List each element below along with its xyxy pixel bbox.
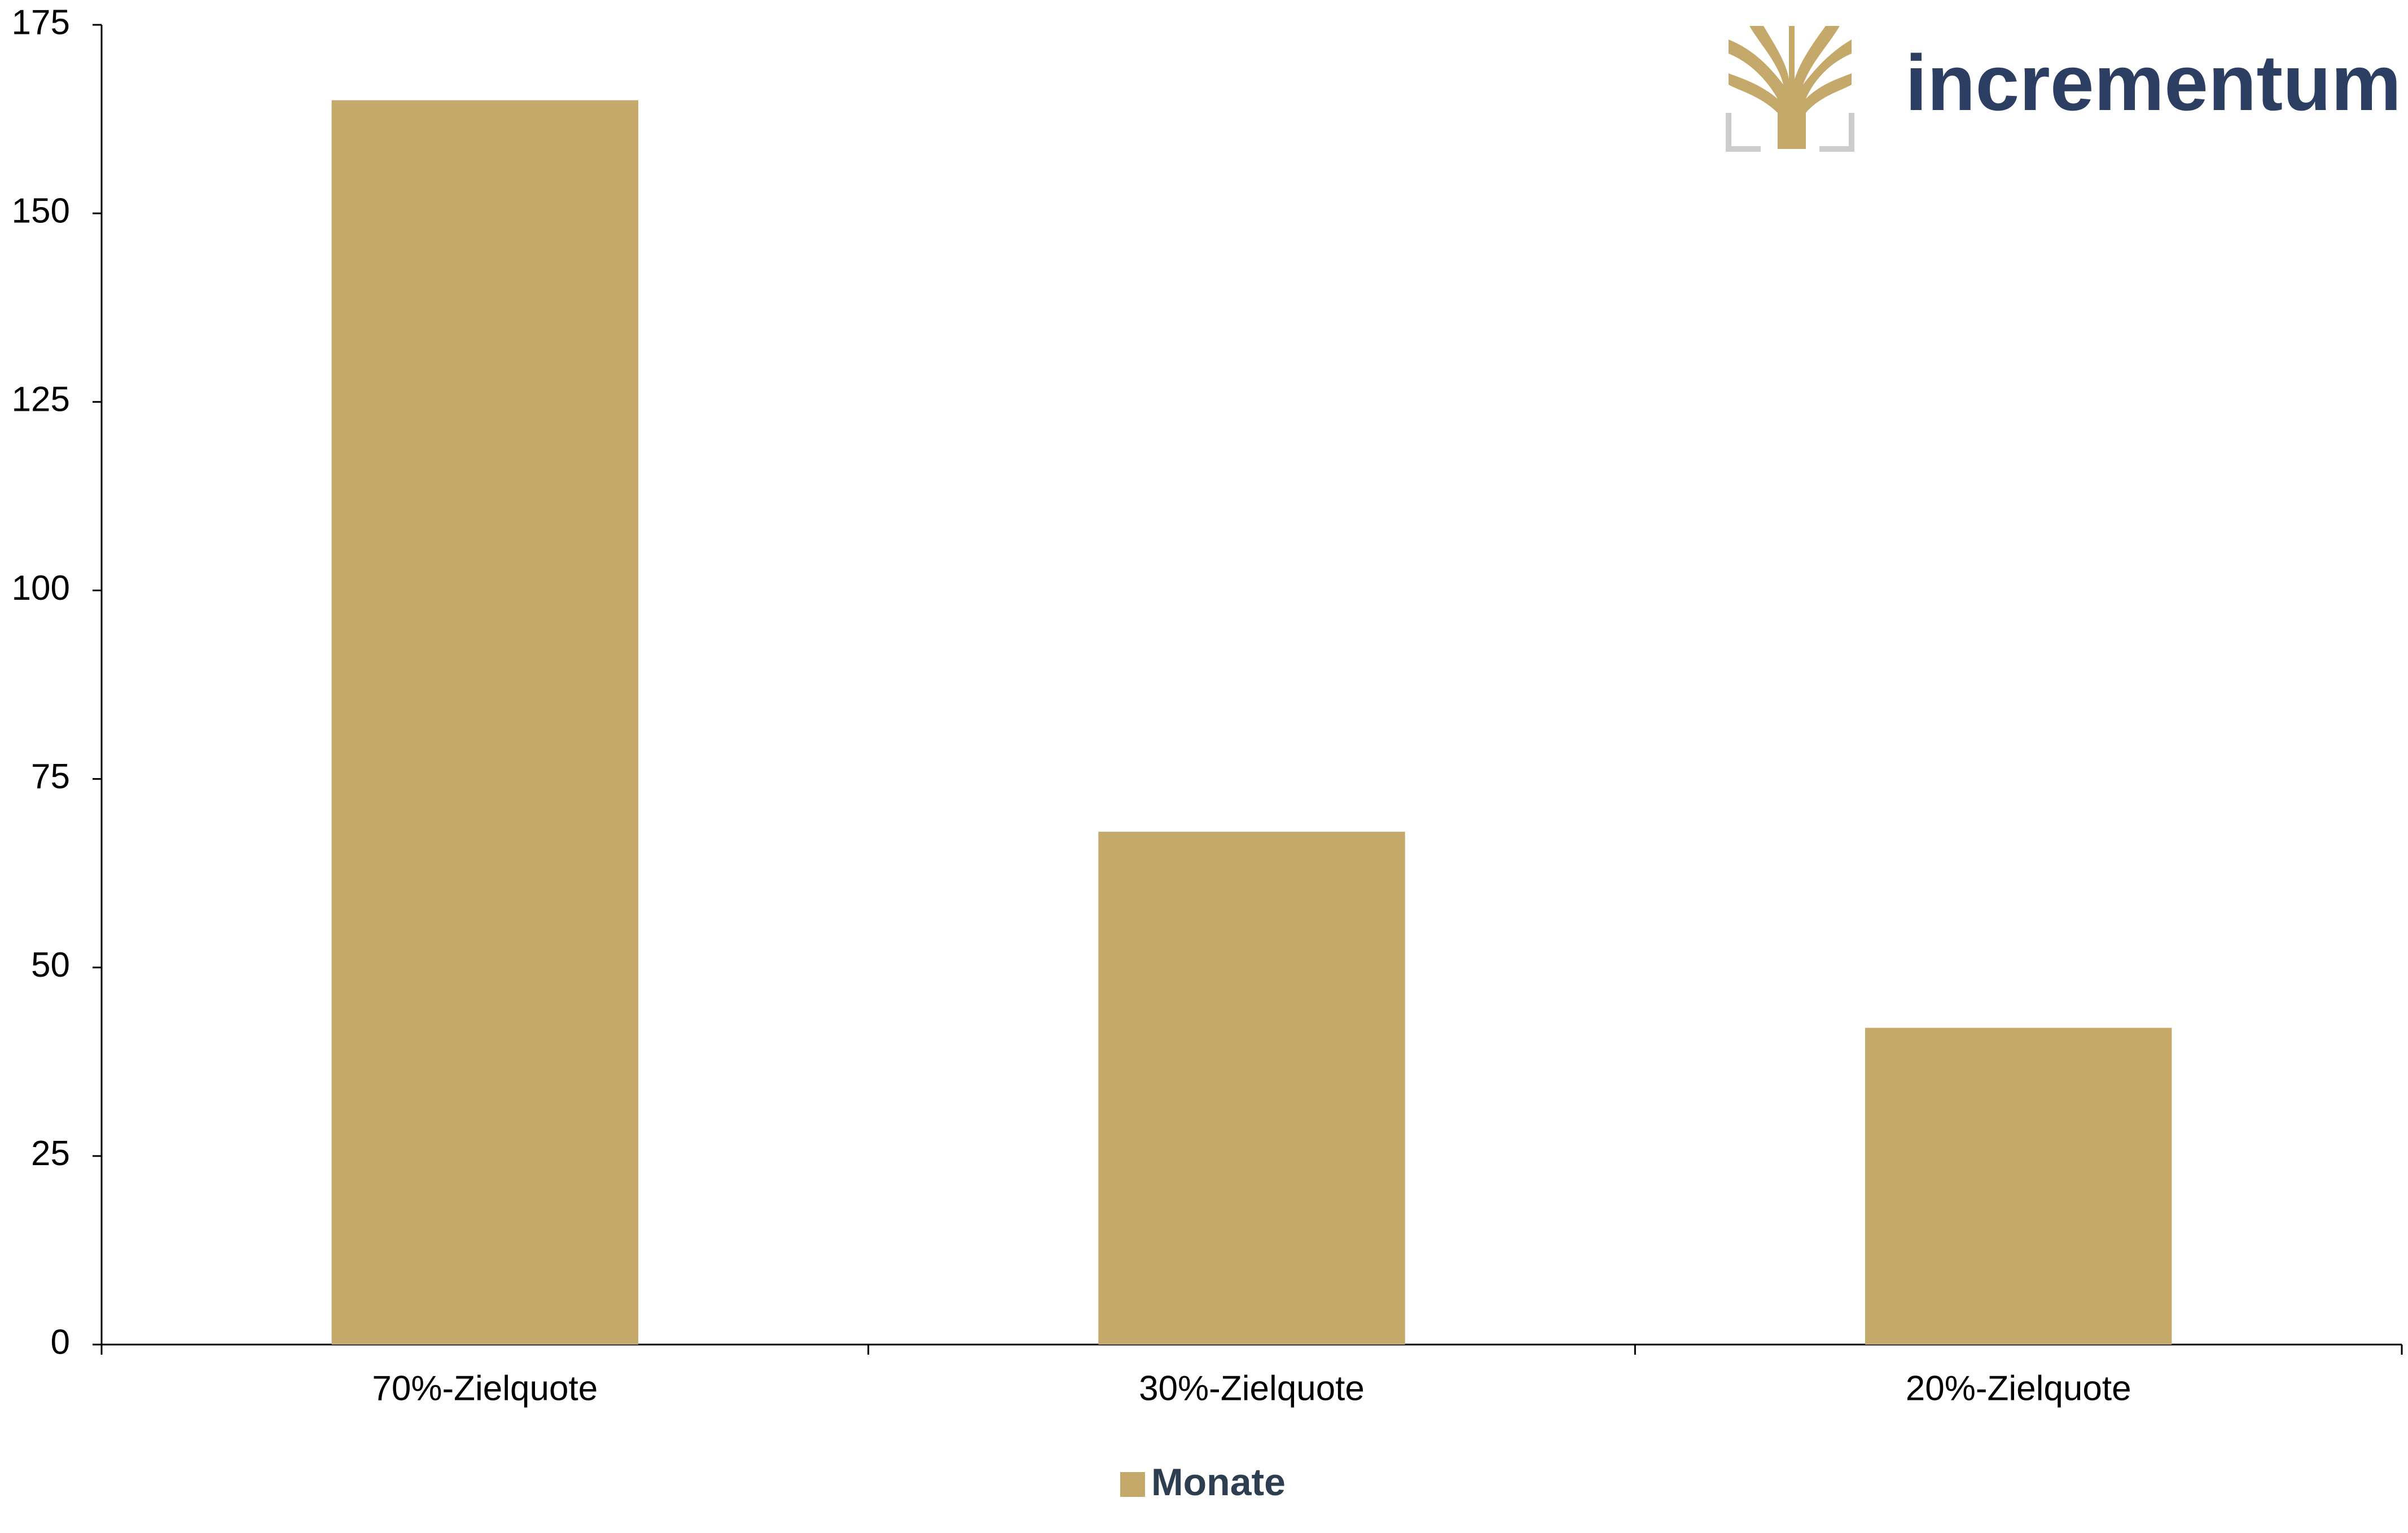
logo-icon xyxy=(1729,26,1852,149)
y-tick-label: 150 xyxy=(12,192,70,231)
x-tick-label: 70%-Zielquote xyxy=(372,1369,598,1408)
y-tick-label: 125 xyxy=(12,380,70,419)
logo-frame xyxy=(1726,113,1854,152)
bar xyxy=(331,100,639,1345)
legend-label: Monate xyxy=(1151,1461,1286,1504)
y-tick-label: 50 xyxy=(31,946,70,985)
logo-text: incrementum xyxy=(1905,38,2401,127)
y-tick-label: 175 xyxy=(12,3,70,42)
y-tick-label: 0 xyxy=(51,1323,70,1361)
x-tick-label: 30%-Zielquote xyxy=(1139,1369,1365,1408)
y-tick-label: 100 xyxy=(12,569,70,608)
x-tick-label: 20%-Zielquote xyxy=(1906,1369,2131,1408)
bar xyxy=(1865,1027,2172,1345)
bar xyxy=(1098,832,1405,1345)
y-tick-label: 25 xyxy=(31,1134,70,1173)
y-tick-label: 75 xyxy=(31,757,70,796)
legend-swatch xyxy=(1120,1472,1145,1497)
